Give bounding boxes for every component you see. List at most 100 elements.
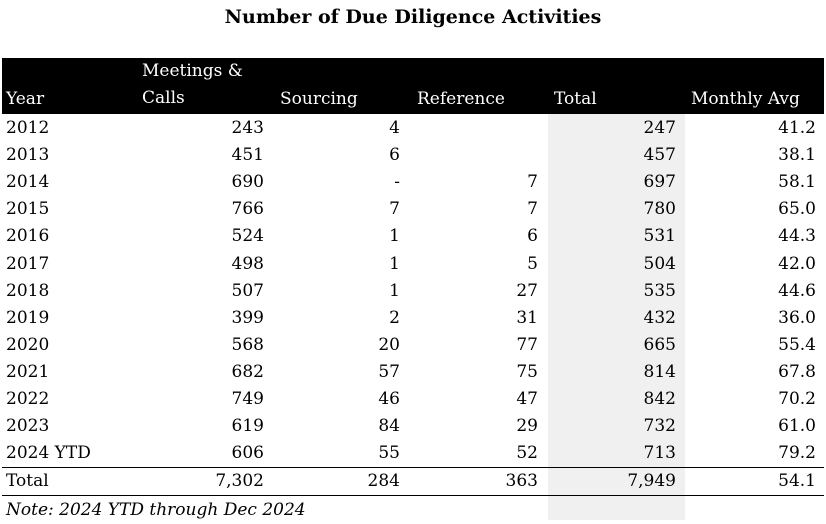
cell-monthly-avg: 65.0 bbox=[778, 199, 816, 220]
cell-monthly-avg: 67.8 bbox=[778, 361, 816, 382]
cell-reference: 6 bbox=[527, 226, 538, 247]
cell-meetings: 524 bbox=[231, 226, 264, 247]
cell-meetings: 690 bbox=[231, 172, 264, 193]
cell-reference: 7 bbox=[527, 199, 538, 220]
footnote: Note: 2024 YTD through Dec 2024 bbox=[6, 500, 306, 520]
total-row: Total 7,302 284 363 7,949 54.1 bbox=[2, 468, 824, 495]
table-row: 2024 YTD 606 55 52 713 79.2 bbox=[2, 440, 824, 467]
cell-total: 535 bbox=[643, 280, 676, 301]
cell-monthly-avg: 36.0 bbox=[778, 307, 816, 328]
cell-sourcing: 4 bbox=[389, 118, 400, 138]
cell-meetings: 749 bbox=[231, 389, 264, 409]
total-reference: 363 bbox=[505, 471, 538, 491]
cell-year: 2023 bbox=[6, 416, 50, 437]
cell-year: 2017 bbox=[6, 253, 50, 274]
total-column-shading bbox=[548, 114, 685, 520]
cell-monthly-avg: 61.0 bbox=[778, 416, 816, 437]
cell-meetings: 568 bbox=[231, 334, 264, 355]
cell-year: 2014 bbox=[6, 172, 50, 193]
cell-reference: 7 bbox=[527, 172, 538, 193]
cell-sourcing: 1 bbox=[389, 280, 400, 301]
total-label: Total bbox=[6, 471, 49, 491]
cell-monthly-avg: 44.3 bbox=[778, 226, 816, 247]
table-header: Year Meetings & Calls Sourcing Reference… bbox=[2, 58, 824, 114]
cell-sourcing: - bbox=[394, 172, 400, 193]
cell-meetings: 682 bbox=[231, 361, 264, 382]
header-meetings-line1: Meetings & bbox=[142, 61, 243, 81]
cell-meetings: 498 bbox=[231, 253, 264, 274]
table-row: 2012 243 4 247 41.2 bbox=[2, 115, 824, 142]
table-row: 2023 619 84 29 732 61.0 bbox=[2, 413, 824, 440]
cell-meetings: 451 bbox=[231, 145, 264, 166]
header-total: Total bbox=[554, 89, 597, 109]
cell-total: 504 bbox=[643, 253, 676, 274]
cell-total: 247 bbox=[643, 118, 676, 138]
table-title: Number of Due Diligence Activities bbox=[224, 6, 602, 28]
cell-total: 697 bbox=[643, 172, 676, 193]
cell-sourcing: 57 bbox=[378, 361, 400, 382]
cell-total: 780 bbox=[643, 199, 676, 220]
cell-year: 2018 bbox=[6, 280, 50, 301]
total-meetings: 7,302 bbox=[215, 471, 264, 491]
table-row: 2015 766 7 7 780 65.0 bbox=[2, 196, 824, 223]
cell-meetings: 243 bbox=[231, 118, 264, 138]
cell-sourcing: 46 bbox=[378, 389, 400, 409]
cell-year: 2019 bbox=[6, 307, 50, 328]
table-row: 2019 399 2 31 432 36.0 bbox=[2, 305, 824, 332]
cell-total: 814 bbox=[643, 361, 676, 382]
cell-meetings: 766 bbox=[231, 199, 264, 220]
cell-monthly-avg: 70.2 bbox=[778, 389, 816, 409]
cell-monthly-avg: 41.2 bbox=[778, 118, 816, 138]
cell-year: 2020 bbox=[6, 334, 50, 355]
cell-total: 432 bbox=[643, 307, 676, 328]
cell-sourcing: 7 bbox=[389, 199, 400, 220]
cell-year: 2021 bbox=[6, 361, 50, 382]
cell-total: 665 bbox=[643, 334, 676, 355]
total-total: 7,949 bbox=[627, 471, 676, 491]
cell-year: 2012 bbox=[6, 118, 50, 138]
table-row: 2021 682 57 75 814 67.8 bbox=[2, 359, 824, 386]
table-row: 2014 690 - 7 697 58.1 bbox=[2, 169, 824, 196]
table-row: 2017 498 1 5 504 42.0 bbox=[2, 251, 824, 278]
cell-reference: 77 bbox=[516, 334, 538, 355]
cell-monthly-avg: 79.2 bbox=[778, 443, 816, 464]
cell-monthly-avg: 44.6 bbox=[778, 280, 816, 301]
cell-sourcing: 1 bbox=[389, 226, 400, 247]
cell-meetings: 399 bbox=[231, 307, 264, 328]
cell-monthly-avg: 38.1 bbox=[778, 145, 816, 166]
cell-monthly-avg: 55.4 bbox=[778, 334, 816, 355]
table-row: 2020 568 20 77 665 55.4 bbox=[2, 332, 824, 359]
total-monthly-avg: 54.1 bbox=[778, 471, 816, 491]
cell-sourcing: 2 bbox=[389, 307, 400, 328]
cell-year: 2022 bbox=[6, 389, 50, 409]
cell-reference: 27 bbox=[516, 280, 538, 301]
cell-meetings: 606 bbox=[231, 443, 264, 464]
cell-total: 457 bbox=[643, 145, 676, 166]
cell-sourcing: 1 bbox=[389, 253, 400, 274]
table-row: 2016 524 1 6 531 44.3 bbox=[2, 223, 824, 250]
total-sourcing: 284 bbox=[367, 471, 400, 491]
cell-year: 2016 bbox=[6, 226, 50, 247]
total-top-rule bbox=[2, 467, 824, 468]
cell-total: 713 bbox=[643, 443, 676, 464]
header-meetings-line2: Calls bbox=[142, 88, 185, 108]
cell-sourcing: 20 bbox=[378, 334, 400, 355]
cell-total: 531 bbox=[643, 226, 676, 247]
cell-sourcing: 55 bbox=[378, 443, 400, 464]
cell-sourcing: 84 bbox=[378, 416, 400, 437]
cell-reference: 5 bbox=[527, 253, 538, 274]
cell-reference: 47 bbox=[516, 389, 538, 409]
cell-reference: 52 bbox=[516, 443, 538, 464]
cell-total: 842 bbox=[643, 389, 676, 409]
table-row: 2013 451 6 457 38.1 bbox=[2, 142, 824, 169]
cell-year: 2015 bbox=[6, 199, 50, 220]
total-bottom-rule bbox=[2, 495, 824, 496]
header-meetings: Meetings & Calls bbox=[142, 58, 243, 112]
cell-total: 732 bbox=[643, 416, 676, 437]
cell-year: 2024 YTD bbox=[6, 443, 91, 464]
cell-meetings: 619 bbox=[231, 416, 264, 437]
cell-meetings: 507 bbox=[231, 280, 264, 301]
table-row: 2022 749 46 47 842 70.2 bbox=[2, 386, 824, 413]
header-reference: Reference bbox=[417, 89, 505, 109]
cell-reference: 31 bbox=[516, 307, 538, 328]
